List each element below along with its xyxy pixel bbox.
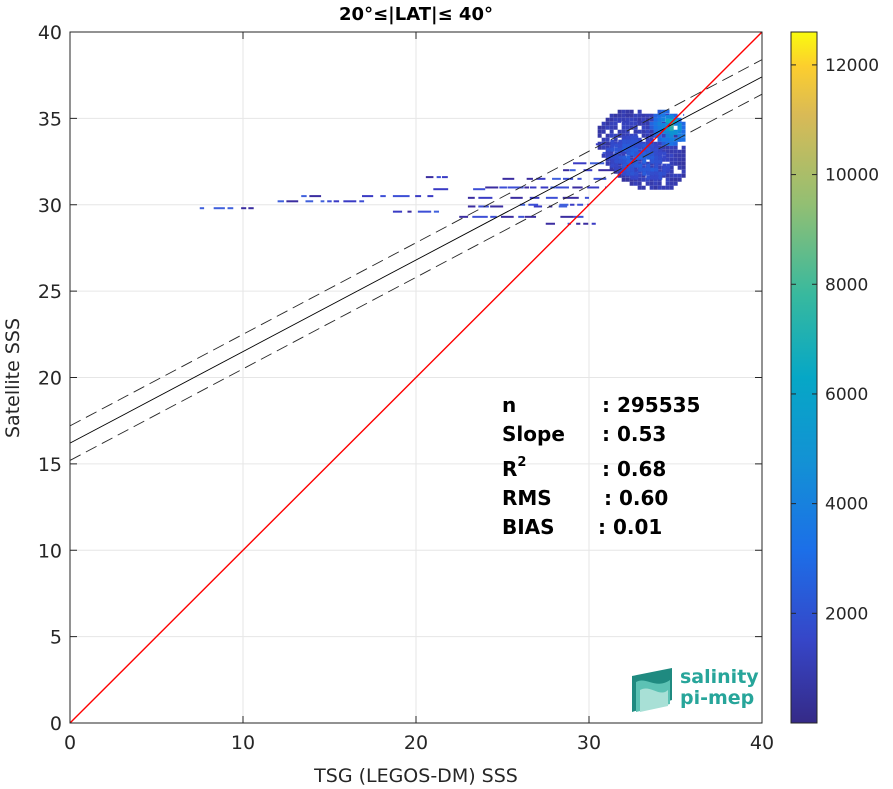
density-streak-5 — [485, 186, 607, 189]
stat-label-bias: BIAS — [502, 515, 555, 539]
stat-value-slope: : 0.53 — [602, 422, 666, 446]
density-streak-6 — [459, 215, 584, 218]
logo-line1: salinity — [680, 666, 759, 688]
x-tick-label-4: 40 — [750, 732, 774, 754]
y-tick-label-0: 0 — [50, 713, 62, 735]
stat-label-slope: Slope — [502, 422, 565, 446]
stat-label-n: n — [502, 393, 516, 417]
x-tick-label-0: 0 — [64, 732, 76, 754]
density-heatmap — [199, 109, 686, 225]
stat-row-r2: R2 : 0.68 — [502, 455, 666, 481]
density-streak-1 — [277, 200, 365, 203]
colorbar-tick-label-4: 10000 — [825, 166, 879, 186]
colorbar-tick-label-5: 12000 — [825, 56, 879, 76]
stat-row-n: n : 295535 — [502, 393, 700, 417]
stat-label-r2: R2 — [502, 455, 526, 481]
colorbar-tick-label-3: 8000 — [825, 275, 868, 295]
y-axis: 0 5 10 15 20 25 30 35 40 — [38, 22, 762, 735]
density-streak-18 — [433, 188, 486, 191]
stat-value-n: : 295535 — [602, 393, 700, 417]
y-tick-label-6: 30 — [38, 195, 62, 217]
colorbar-tick-label-2: 6000 — [825, 385, 868, 405]
colorbar-frame — [790, 31, 818, 724]
regression-line — [70, 76, 762, 444]
stat-value-rms: : 0.60 — [604, 486, 668, 510]
stat-value-r2: : 0.68 — [602, 457, 666, 481]
density-streak-4 — [467, 196, 589, 199]
colorbar-axis: 2000 4000 6000 8000 10000 12000 — [791, 56, 879, 624]
y-tick-label-2: 10 — [38, 540, 62, 562]
stat-label-rms: RMS — [502, 486, 552, 510]
density-streak-2 — [301, 195, 434, 198]
logo-wave-icon — [632, 668, 672, 712]
y-tick-label-4: 20 — [38, 368, 62, 390]
colorbar-tick-label-1: 4000 — [825, 495, 868, 515]
y-tick-label-1: 5 — [50, 627, 62, 649]
fit-lines — [70, 32, 762, 723]
stat-row-bias: BIAS : 0.01 — [502, 515, 662, 539]
density-streak-3 — [392, 210, 440, 213]
stat-value-bias: : 0.01 — [598, 515, 662, 539]
stat-row-rms: RMS : 0.60 — [502, 486, 668, 510]
x-tick-label-3: 30 — [577, 732, 601, 754]
stat-label-r: R — [502, 457, 517, 481]
y-tick-label-5: 25 — [38, 281, 62, 303]
density-streak-0 — [199, 207, 254, 210]
density-streak-17 — [425, 176, 448, 179]
salinity-pi-mep-logo: salinity pi-mep — [632, 666, 759, 712]
y-tick-label-3: 15 — [38, 454, 62, 476]
colorbar-tick-label-0: 2000 — [825, 604, 868, 624]
density-streak-8 — [502, 177, 607, 180]
stats-annotation: n : 295535 Slope : 0.53 R2 : 0.68 RMS : … — [502, 393, 700, 539]
x-axis: 0 10 20 30 40 — [64, 32, 774, 754]
y-axis-label: Satellite SSS — [2, 318, 24, 438]
identity-line — [70, 32, 762, 723]
colorbar — [791, 32, 817, 723]
x-tick-label-1: 10 — [231, 732, 255, 754]
density-streak-10 — [573, 162, 605, 165]
confidence-line-lower — [70, 93, 762, 461]
confidence-line-upper — [70, 59, 762, 427]
x-axis-label: TSG (LEGOS-DM) SSS — [313, 765, 518, 787]
y-tick-label-7: 35 — [38, 108, 62, 130]
stat-label-r-sup: 2 — [517, 455, 526, 470]
y-tick-label-8: 40 — [38, 22, 62, 44]
logo-line2: pi-mep — [680, 687, 754, 709]
x-tick-label-2: 20 — [404, 732, 428, 754]
chart-title: 20°≤|LAT|≤ 40° — [339, 4, 493, 25]
stat-row-slope: Slope : 0.53 — [502, 422, 666, 446]
density-cluster-1 — [606, 135, 671, 180]
